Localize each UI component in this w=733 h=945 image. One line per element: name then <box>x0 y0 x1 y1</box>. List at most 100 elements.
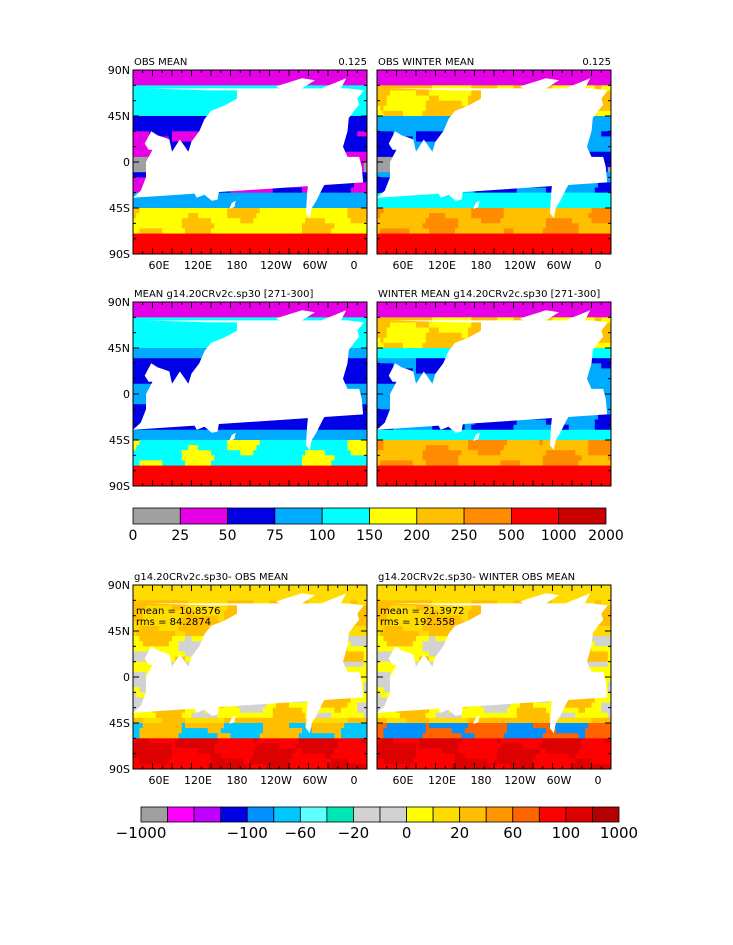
lat-label: 45S <box>109 434 130 447</box>
lon-label: 120W <box>504 774 536 787</box>
lon-label: 120W <box>260 259 292 272</box>
colorbar-swatch <box>485 806 514 823</box>
colorbar-label: 0 <box>402 824 412 842</box>
colorbar-label: 2000 <box>588 528 624 544</box>
panel-title: OBS MEAN <box>134 57 187 68</box>
axis-ticks <box>376 584 612 770</box>
map-panel-2: OBS WINTER MEAN 0.125 60E 120E 180 120W 60W 0 <box>376 57 612 272</box>
colorbar-label: −20 <box>338 824 370 842</box>
rms-stat: rms = 192.558 <box>380 617 455 628</box>
colorbar-label: 1000 <box>600 824 638 842</box>
mean-stat: mean = 21.3972 <box>380 606 464 617</box>
lon-label: 120W <box>504 259 536 272</box>
panel-title: OBS WINTER MEAN <box>378 57 474 68</box>
map-panel-5: g14.20CRv2c.sp30- OBS MEAN mean = 10.8576… <box>108 572 368 787</box>
lon-label: 0 <box>351 774 358 787</box>
colorbar-swatch <box>132 507 181 525</box>
colorbar-swatch <box>558 507 607 525</box>
lon-label: 60W <box>303 774 328 787</box>
colorbar-swatch <box>463 507 512 525</box>
colorbar-swatch <box>592 806 620 823</box>
lat-label: 45S <box>109 717 130 730</box>
colorbar-swatch <box>140 806 168 823</box>
colorbar-label: 75 <box>266 528 284 544</box>
lat-label: 45S <box>109 202 130 215</box>
lon-label: 0 <box>595 774 602 787</box>
land-mask <box>133 593 364 734</box>
lat-label: 0 <box>123 388 130 401</box>
axis-ticks <box>376 301 612 487</box>
lat-label: 90N <box>108 579 130 592</box>
colorbar-swatch <box>512 806 540 823</box>
colorbar-label: 20 <box>450 824 469 842</box>
mean-stat: mean = 10.8576 <box>136 606 220 617</box>
map-panel-4: WINTER MEAN g14.20CRv2c.sp30 [271-300] <box>376 289 612 487</box>
lat-label: 45N <box>108 342 130 355</box>
lon-label: 60E <box>149 259 170 272</box>
colorbar-label: 250 <box>451 528 478 544</box>
lon-label: 60W <box>547 259 572 272</box>
map-panel-6: g14.20CRv2c.sp30- WINTER OBS MEAN mean = … <box>376 572 612 787</box>
lon-label: 120E <box>184 774 212 787</box>
lat-label: 45N <box>108 110 130 123</box>
lon-label: 60E <box>149 774 170 787</box>
lat-label: 0 <box>123 156 130 169</box>
map-panels: OBS MEAN 0.125 90N 45N 0 45S 90S 60E 120E 180 120W… <box>108 57 612 787</box>
colorbar-label: 100 <box>309 528 336 544</box>
lon-label: 60W <box>547 774 572 787</box>
colorbar-label: 60 <box>503 824 522 842</box>
colorbar-swatch <box>227 507 276 525</box>
colorbar-swatch <box>510 507 560 525</box>
land-mask <box>133 310 364 451</box>
lon-label: 0 <box>351 259 358 272</box>
land-mask <box>377 78 608 219</box>
colorbar-swatch <box>179 507 229 525</box>
panel-title: g14.20CRv2c.sp30- OBS MEAN <box>134 572 288 583</box>
panel-title: MEAN g14.20CRv2c.sp30 [271-300] <box>134 289 313 300</box>
colorbar-label: 500 <box>498 528 525 544</box>
colorbar-swatch <box>432 806 461 823</box>
colorbar-label: −100 <box>227 824 268 842</box>
panel-value: 0.125 <box>338 57 367 68</box>
colorbar-label: −1000 <box>116 824 167 842</box>
lat-label: 45N <box>108 625 130 638</box>
colorbar-label: 25 <box>171 528 189 544</box>
land-mask <box>377 310 608 451</box>
lat-label: 0 <box>123 671 130 684</box>
map-panel-1: OBS MEAN 0.125 90N 45N 0 45S 90S 60E 120E 180 120W… <box>108 57 368 272</box>
colorbar-swatch <box>220 806 248 823</box>
colorbar-difference: −1000 −100 −60 −20 0 20 60 100 1000 <box>116 806 638 842</box>
lon-label: 180 <box>227 774 248 787</box>
lon-label: 60E <box>393 774 414 787</box>
colorbar-swatch <box>274 507 323 525</box>
panel-title: WINTER MEAN g14.20CRv2c.sp30 [271-300] <box>378 289 600 300</box>
colorbar-swatch <box>379 806 407 823</box>
colorbar-label: 0 <box>129 528 138 544</box>
colorbar-label: 100 <box>552 824 581 842</box>
colorbar-swatch <box>406 806 434 823</box>
lat-label: 90S <box>109 480 130 493</box>
map-panel-3: MEAN g14.20CRv2c.sp30 [271-300] 90N 45N 0 45… <box>108 289 368 493</box>
colorbar-label: 50 <box>219 528 237 544</box>
lon-label: 60E <box>393 259 414 272</box>
colorbar-swatch <box>299 806 328 823</box>
colorbar-swatch <box>193 806 222 823</box>
colorbars: 0 25 50 75 100 150 200 250 500 1000 2000−1000 −100−… <box>116 507 638 842</box>
axis-ticks <box>132 301 368 487</box>
colorbar-swatch <box>326 806 354 823</box>
colorbar-swatch <box>538 806 567 823</box>
lon-label: 180 <box>471 259 492 272</box>
rms-stat: rms = 84.2874 <box>136 617 211 628</box>
lon-label: 180 <box>227 259 248 272</box>
lat-label: 90N <box>108 64 130 77</box>
lon-label: 0 <box>595 259 602 272</box>
panel-value: 0.125 <box>582 57 611 68</box>
land-mask <box>377 593 608 734</box>
lat-label: 90S <box>109 248 130 261</box>
land-mask <box>133 78 364 219</box>
lat-label: 90S <box>109 763 130 776</box>
lon-label: 120W <box>260 774 292 787</box>
panel-title: g14.20CRv2c.sp30- WINTER OBS MEAN <box>378 572 575 583</box>
colorbar-swatch <box>369 507 418 525</box>
